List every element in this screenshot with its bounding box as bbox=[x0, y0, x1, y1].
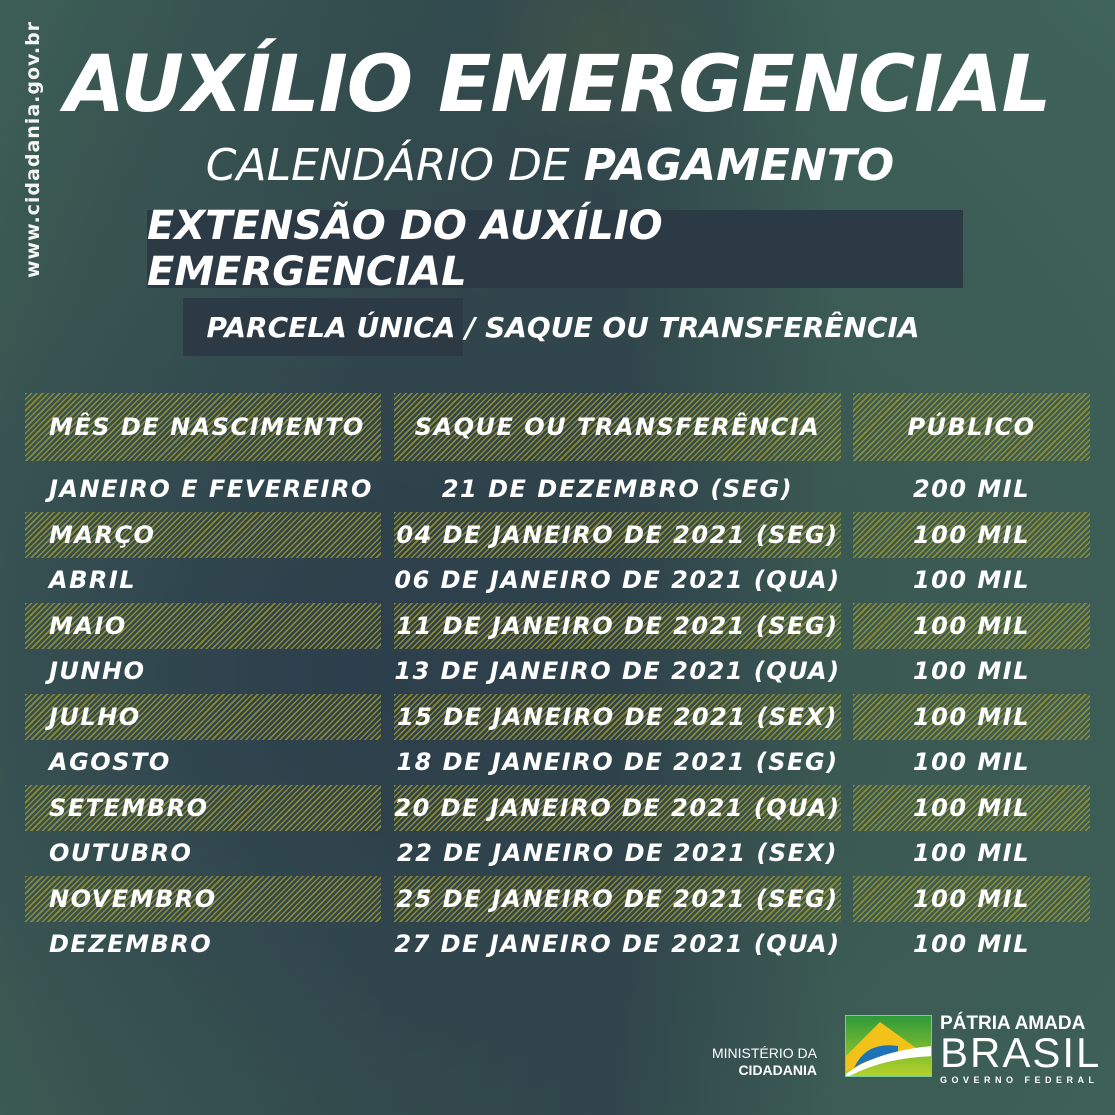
row-cell: 100 MIL bbox=[853, 602, 1090, 649]
brand-logo-text: PÁTRIA AMADA BRASIL GOVERNO FEDERAL bbox=[940, 1013, 1101, 1085]
header-cell: PÚBLICO bbox=[853, 393, 1090, 461]
row-cell: AGOSTO bbox=[49, 748, 171, 776]
row-cell: 22 DE JANEIRO DE 2021 (SEX) bbox=[396, 839, 839, 867]
row-cell: JULHO bbox=[25, 693, 381, 740]
row-cell: DEZEMBRO bbox=[49, 930, 213, 958]
row-cell: 18 DE JANEIRO DE 2021 (SEG) bbox=[396, 748, 839, 776]
row-cell: MARÇO bbox=[25, 511, 381, 558]
row-cell: 100 MIL bbox=[912, 657, 1031, 685]
row-cell: 04 DE JANEIRO DE 2021 (SEG) bbox=[394, 511, 841, 558]
row-cell: 100 MIL bbox=[912, 930, 1031, 958]
header-cell: SAQUE OU TRANSFERÊNCIA bbox=[394, 393, 841, 461]
ministry-line1: MINISTÉRIO DA bbox=[711, 1045, 817, 1061]
row-cell: SETEMBRO bbox=[25, 784, 381, 831]
row-cell: 100 MIL bbox=[912, 566, 1031, 594]
ministry-label: MINISTÉRIO DA CIDADANIA bbox=[700, 1045, 817, 1079]
brand-line2: BRASIL bbox=[940, 1029, 1102, 1076]
brand-line3: GOVERNO FEDERAL bbox=[940, 1075, 1099, 1085]
row-cell: ABRIL bbox=[49, 566, 137, 594]
row-cell: NOVEMBRO bbox=[25, 875, 381, 922]
row-cell: 100 MIL bbox=[853, 784, 1090, 831]
page-title: AUXÍLIO EMERGENCIAL bbox=[64, 40, 1052, 130]
row-cell: 06 DE JANEIRO DE 2021 (QUA) bbox=[394, 566, 841, 594]
row-cell: OUTUBRO bbox=[49, 839, 193, 867]
row-cell: 100 MIL bbox=[912, 839, 1031, 867]
row-cell: 100 MIL bbox=[912, 748, 1031, 776]
subtitle: CALENDÁRIO DE PAGAMENTO bbox=[0, 140, 1100, 191]
row-cell: 21 DE DEZEMBRO (SEG) bbox=[441, 475, 794, 503]
banner: EXTENSÃO DO AUXÍLIO EMERGENCIAL bbox=[147, 203, 963, 295]
row-cell: JUNHO bbox=[49, 657, 146, 685]
row-cell: 25 DE JANEIRO DE 2021 (SEG) bbox=[394, 875, 841, 922]
brazil-flag-logo bbox=[845, 1015, 932, 1077]
row-cell: 27 DE JANEIRO DE 2021 (QUA) bbox=[394, 930, 841, 958]
subbanner: PARCELA ÚNICA / SAQUE OU TRANSFERÊNCIA bbox=[183, 298, 943, 356]
row-cell: 200 MIL bbox=[912, 475, 1031, 503]
row-cell: MAIO bbox=[25, 602, 381, 649]
row-cell: 100 MIL bbox=[853, 693, 1090, 740]
ministry-line2: CIDADANIA bbox=[738, 1062, 817, 1078]
row-cell: 20 DE JANEIRO DE 2021 (QUA) bbox=[394, 784, 841, 831]
row-cell: JANEIRO E FEVEREIRO bbox=[49, 475, 373, 503]
row-cell: 11 DE JANEIRO DE 2021 (SEG) bbox=[394, 602, 841, 649]
row-cell: 13 DE JANEIRO DE 2021 (QUA) bbox=[394, 657, 841, 685]
row-cell: 100 MIL bbox=[853, 511, 1090, 558]
brand-line1: PÁTRIA AMADA bbox=[940, 1013, 1086, 1034]
row-cell: 15 DE JANEIRO DE 2021 (SEX) bbox=[394, 693, 841, 740]
subtitle-bold: PAGAMENTO bbox=[583, 140, 895, 191]
row-cell: 100 MIL bbox=[853, 875, 1090, 922]
subtitle-light: CALENDÁRIO DE bbox=[205, 140, 584, 191]
header-cell: MÊS DE NASCIMENTO bbox=[25, 393, 381, 461]
